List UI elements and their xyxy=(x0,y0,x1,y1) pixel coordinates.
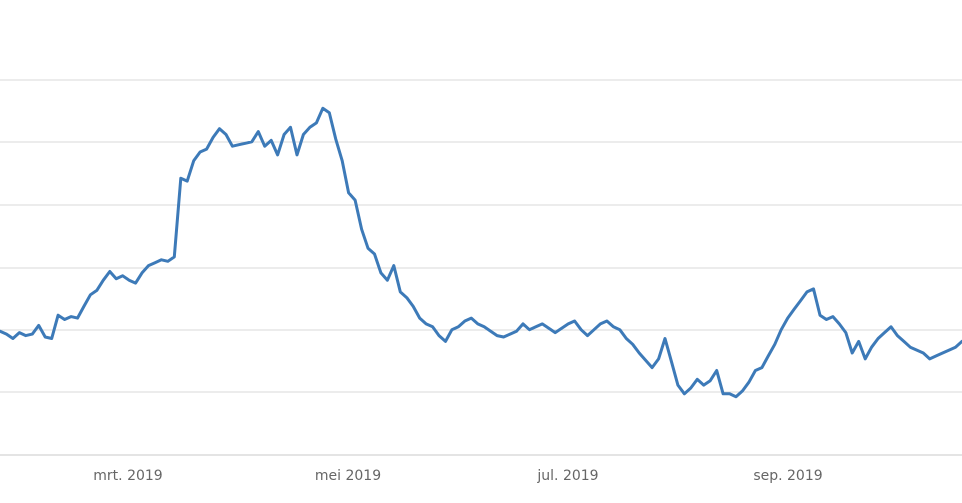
x-axis-ticks: mrt. 2019 mei 2019 jul. 2019 sep. 2019 xyxy=(93,468,822,484)
series-layer xyxy=(0,106,962,399)
gridlines xyxy=(0,79,962,456)
x-tick-label: mrt. 2019 xyxy=(93,468,162,484)
x-tick-label: jul. 2019 xyxy=(536,468,598,484)
series-line xyxy=(0,106,962,399)
x-tick-label: mei 2019 xyxy=(315,468,381,484)
x-tick-label: sep. 2019 xyxy=(753,468,822,484)
